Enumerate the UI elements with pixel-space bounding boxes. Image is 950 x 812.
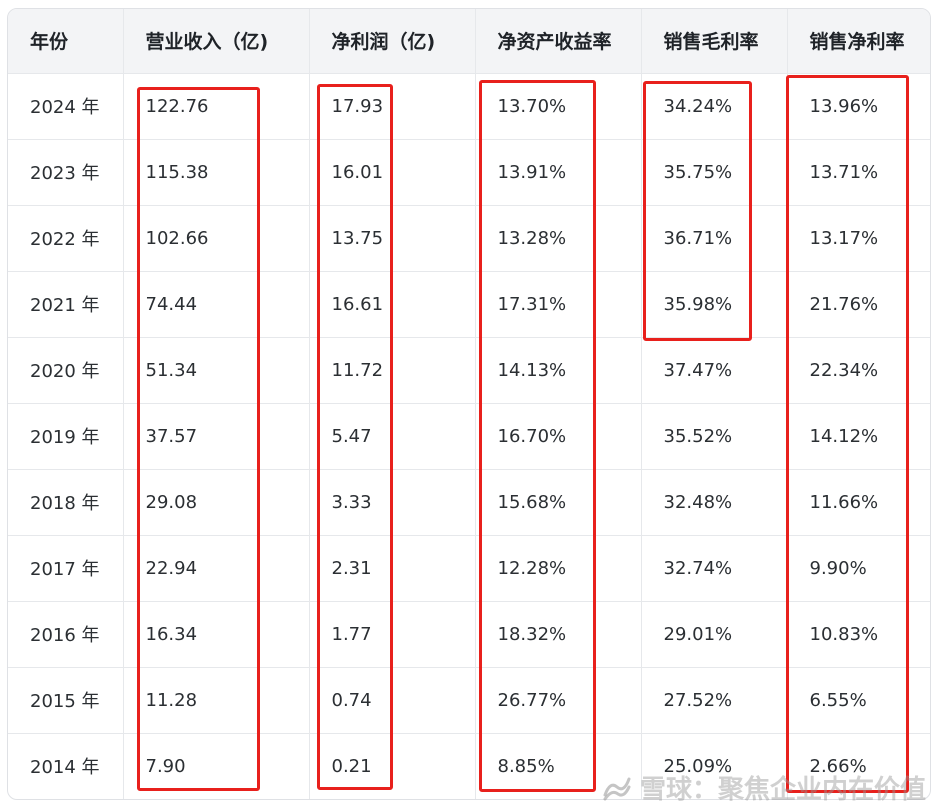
cell-year: 2015 年 <box>8 667 124 734</box>
cell-year: 2019 年 <box>8 403 124 470</box>
watermark-text: 雪球：聚焦企业内在价值 <box>639 775 926 805</box>
table-row: 2018 年 29.08 3.33 15.68% 32.48% 11.66% <box>8 469 930 536</box>
cell-year: 2023 年 <box>8 139 124 206</box>
cell-roe: 13.70% <box>475 73 642 140</box>
header-year: 年份 <box>8 9 124 74</box>
cell-revenue: 16.34 <box>123 601 310 668</box>
cell-net-profit: 0.74 <box>309 667 476 734</box>
cell-revenue: 122.76 <box>123 73 310 140</box>
table-row: 2015 年 11.28 0.74 26.77% 27.52% 6.55% <box>8 667 930 734</box>
cell-year: 2021 年 <box>8 271 124 338</box>
cell-net-margin: 21.76% <box>787 271 930 338</box>
cell-gross-margin: 32.48% <box>641 469 788 536</box>
cell-revenue: 29.08 <box>123 469 310 536</box>
cell-roe: 12.28% <box>475 535 642 602</box>
cell-revenue: 22.94 <box>123 535 310 602</box>
header-roe: 净资产收益率 <box>475 9 642 74</box>
cell-gross-margin: 25.09% <box>641 733 788 799</box>
cell-gross-margin: 37.47% <box>641 337 788 404</box>
cell-revenue: 51.34 <box>123 337 310 404</box>
header-net-profit: 净利润（亿) <box>309 9 476 74</box>
financial-table-container: 年份 营业收入（亿) 净利润（亿) 净资产收益率 销售毛利率 销售净利率 202… <box>7 8 931 800</box>
cell-net-margin: 11.66% <box>787 469 930 536</box>
cell-roe: 26.77% <box>475 667 642 734</box>
cell-net-margin: 6.55% <box>787 667 930 734</box>
table-row: 2016 年 16.34 1.77 18.32% 29.01% 10.83% <box>8 601 930 668</box>
table-row: 2023 年 115.38 16.01 13.91% 35.75% 13.71% <box>8 139 930 206</box>
header-net-margin: 销售净利率 <box>787 9 930 74</box>
watermark: 雪球：聚焦企业内在价值 <box>602 769 926 806</box>
cell-year: 2022 年 <box>8 205 124 272</box>
cell-revenue: 7.90 <box>123 733 310 799</box>
cell-roe: 17.31% <box>475 271 642 338</box>
cell-net-profit: 5.47 <box>309 403 476 470</box>
cell-roe: 13.28% <box>475 205 642 272</box>
table-header-row: 年份 营业收入（亿) 净利润（亿) 净资产收益率 销售毛利率 销售净利率 <box>8 9 930 74</box>
header-gross-margin: 销售毛利率 <box>641 9 788 74</box>
table-row: 2020 年 51.34 11.72 14.13% 37.47% 22.34% <box>8 337 930 404</box>
cell-net-profit: 16.61 <box>309 271 476 338</box>
cell-net-profit: 3.33 <box>309 469 476 536</box>
table-row: 2022 年 102.66 13.75 13.28% 36.71% 13.17% <box>8 205 930 272</box>
cell-net-profit: 11.72 <box>309 337 476 404</box>
cell-roe: 14.13% <box>475 337 642 404</box>
cell-net-margin: 9.90% <box>787 535 930 602</box>
cell-year: 2017 年 <box>8 535 124 602</box>
cell-revenue: 37.57 <box>123 403 310 470</box>
cell-revenue: 102.66 <box>123 205 310 272</box>
cell-net-margin: 13.71% <box>787 139 930 206</box>
cell-net-margin: 22.34% <box>787 337 930 404</box>
cell-gross-margin: 34.24% <box>641 73 788 140</box>
cell-year: 2024 年 <box>8 73 124 140</box>
cell-gross-margin: 36.71% <box>641 205 788 272</box>
cell-net-profit: 13.75 <box>309 205 476 272</box>
cell-net-profit: 0.21 <box>309 733 476 799</box>
cell-net-margin: 14.12% <box>787 403 930 470</box>
cell-gross-margin: 35.98% <box>641 271 788 338</box>
cell-year: 2014 年 <box>8 733 124 799</box>
table-row: 2021 年 74.44 16.61 17.31% 35.98% 21.76% <box>8 271 930 338</box>
cell-year: 2018 年 <box>8 469 124 536</box>
cell-gross-margin: 35.52% <box>641 403 788 470</box>
cell-net-profit: 2.31 <box>309 535 476 602</box>
cell-year: 2020 年 <box>8 337 124 404</box>
table-row: 2019 年 37.57 5.47 16.70% 35.52% 14.12% <box>8 403 930 470</box>
cell-net-margin: 13.17% <box>787 205 930 272</box>
cell-roe: 8.85% <box>475 733 642 799</box>
cell-roe: 13.91% <box>475 139 642 206</box>
cell-revenue: 115.38 <box>123 139 310 206</box>
cell-gross-margin: 35.75% <box>641 139 788 206</box>
header-revenue: 营业收入（亿) <box>123 9 310 74</box>
cell-gross-margin: 29.01% <box>641 601 788 668</box>
cell-year: 2016 年 <box>8 601 124 668</box>
snowball-logo-icon <box>602 775 632 801</box>
financial-table: 年份 营业收入（亿) 净利润（亿) 净资产收益率 销售毛利率 销售净利率 202… <box>8 9 930 799</box>
cell-roe: 15.68% <box>475 469 642 536</box>
cell-gross-margin: 27.52% <box>641 667 788 734</box>
cell-net-profit: 16.01 <box>309 139 476 206</box>
cell-net-margin: 13.96% <box>787 73 930 140</box>
cell-net-profit: 17.93 <box>309 73 476 140</box>
cell-revenue: 11.28 <box>123 667 310 734</box>
cell-net-margin: 10.83% <box>787 601 930 668</box>
table-row: 2017 年 22.94 2.31 12.28% 32.74% 9.90% <box>8 535 930 602</box>
cell-roe: 18.32% <box>475 601 642 668</box>
cell-revenue: 74.44 <box>123 271 310 338</box>
cell-net-profit: 1.77 <box>309 601 476 668</box>
cell-net-margin: 2.66% <box>809 755 867 777</box>
cell-roe: 16.70% <box>475 403 642 470</box>
cell-gross-margin: 32.74% <box>641 535 788 602</box>
table-row: 2024 年 122.76 17.93 13.70% 34.24% 13.96% <box>8 73 930 140</box>
